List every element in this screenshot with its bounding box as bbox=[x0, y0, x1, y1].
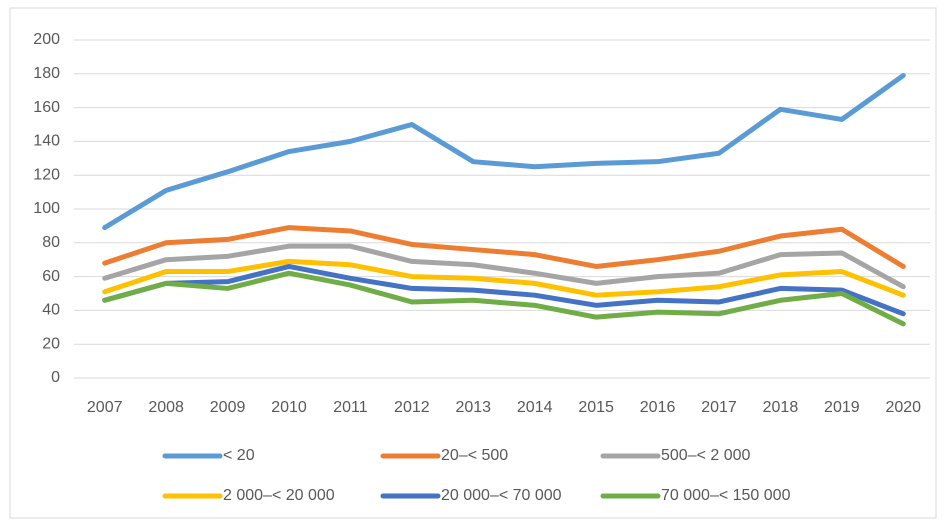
y-tick-label: 180 bbox=[33, 65, 60, 82]
x-tick-label: 2013 bbox=[455, 399, 491, 416]
legend-label: < 20 bbox=[223, 447, 255, 464]
x-tick-label: 2015 bbox=[578, 399, 614, 416]
legend-label: 20 000–< 70 000 bbox=[441, 487, 562, 504]
x-tick-label: 2016 bbox=[640, 399, 676, 416]
x-tick-label: 2007 bbox=[87, 399, 123, 416]
series-line bbox=[102, 72, 906, 231]
y-tick-label: 200 bbox=[33, 31, 60, 48]
y-tick-label: 120 bbox=[33, 166, 60, 183]
series-line bbox=[102, 270, 906, 327]
y-tick-label: 0 bbox=[51, 369, 60, 386]
series-line bbox=[102, 243, 906, 290]
x-tick-label: 2011 bbox=[333, 399, 368, 416]
x-tick-label: 2010 bbox=[271, 399, 307, 416]
legend-label: 500–< 2 000 bbox=[661, 447, 751, 464]
series-line bbox=[102, 225, 906, 269]
x-tick-label: 2018 bbox=[763, 399, 799, 416]
y-tick-label: 20 bbox=[42, 335, 60, 352]
x-tick-label: 2012 bbox=[394, 399, 430, 416]
legend-label: 20–< 500 bbox=[441, 447, 508, 464]
y-tick-label: 80 bbox=[42, 234, 60, 251]
legend-label: 2 000–< 20 000 bbox=[223, 487, 335, 504]
y-tick-label: 60 bbox=[42, 268, 60, 285]
legend-label: 70 000–< 150 000 bbox=[661, 487, 791, 504]
x-tick-label: 2008 bbox=[148, 399, 184, 416]
x-tick-label: 2019 bbox=[824, 399, 860, 416]
x-tick-label: 2009 bbox=[210, 399, 246, 416]
y-tick-label: 140 bbox=[33, 133, 60, 150]
x-tick-label: 2020 bbox=[885, 399, 921, 416]
y-tick-label: 160 bbox=[33, 99, 60, 116]
y-tick-label: 100 bbox=[33, 200, 60, 217]
series-line bbox=[102, 258, 906, 298]
x-tick-label: 2017 bbox=[701, 399, 737, 416]
x-tick-label: 2014 bbox=[517, 399, 553, 416]
series-line bbox=[102, 263, 906, 317]
y-tick-label: 40 bbox=[42, 302, 60, 319]
